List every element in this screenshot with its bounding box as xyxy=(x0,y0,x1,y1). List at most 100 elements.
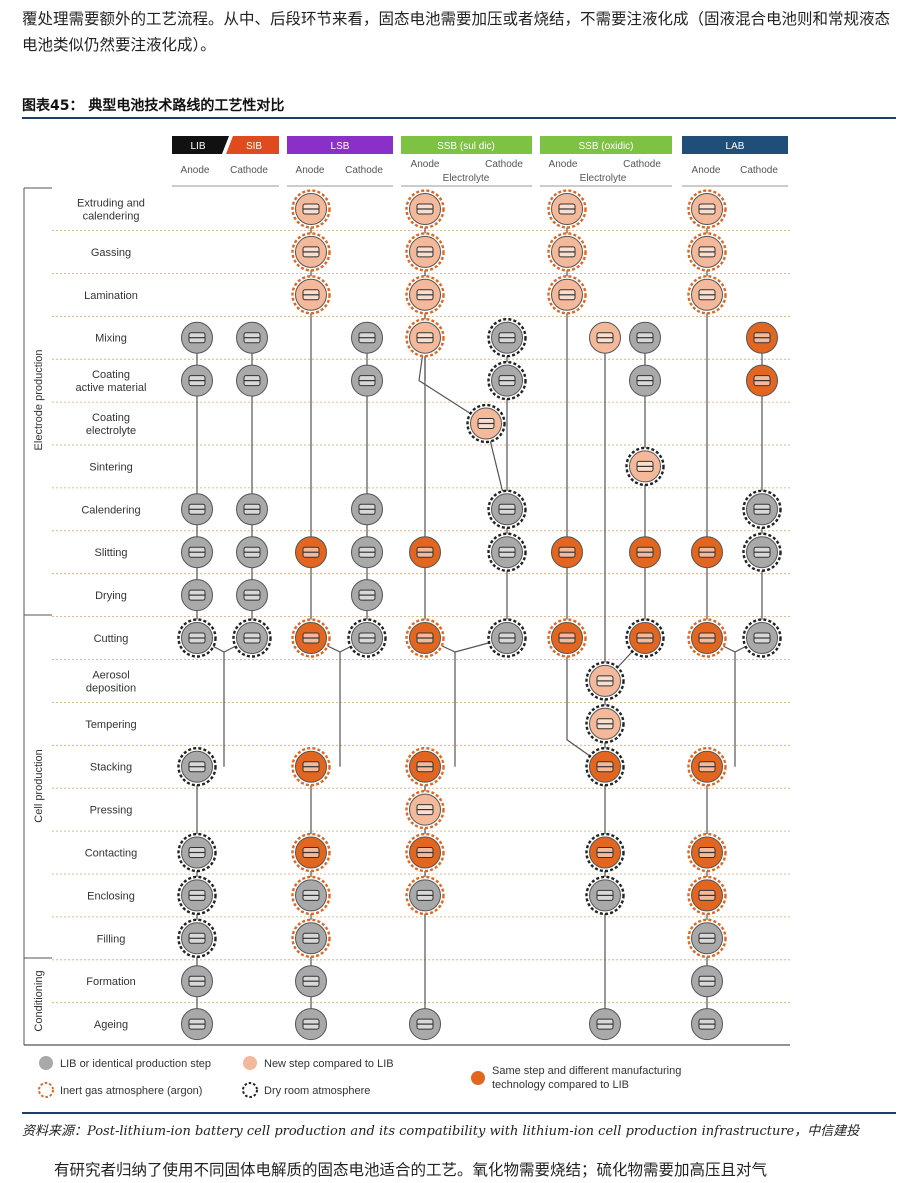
process-node-icon xyxy=(585,747,625,787)
process-node-icon xyxy=(232,618,272,658)
ssb-sul-anode-label: Anode xyxy=(411,159,440,170)
process-node-icon xyxy=(687,875,727,916)
process-node-icon xyxy=(405,747,445,787)
process-node-icon xyxy=(405,618,445,658)
ssb-ox-header-label: SSB (oxidic) xyxy=(578,141,633,152)
process-node-icon xyxy=(589,1008,621,1041)
process-node-icon xyxy=(177,918,217,958)
step-label: electrolyte xyxy=(86,425,136,437)
section-conditioning-label: Conditioning xyxy=(33,970,45,1031)
process-node-icon xyxy=(291,618,331,658)
process-node-icon xyxy=(585,875,625,916)
process-node-icon xyxy=(177,832,217,873)
process-node-icon xyxy=(487,360,527,401)
step-label: Coating xyxy=(92,369,130,381)
process-node-icon xyxy=(629,364,661,397)
process-node-icon xyxy=(291,875,331,916)
step-label: Stacking xyxy=(90,762,132,774)
section-cell-label: Cell production xyxy=(33,749,45,822)
process-node-icon xyxy=(625,618,665,658)
process-node-icon xyxy=(687,275,727,315)
legend-orange-label-2: technology compared to LIB xyxy=(492,1079,629,1091)
process-node-icon xyxy=(487,532,527,572)
lsb-header-label: LSB xyxy=(331,141,350,152)
step-label: Filling xyxy=(97,933,126,945)
process-node-icon xyxy=(629,321,661,354)
process-node-icon xyxy=(405,232,445,272)
process-nodes xyxy=(177,189,782,1041)
step-label: Ageing xyxy=(94,1019,128,1031)
process-node-icon xyxy=(487,489,527,529)
step-label: Calendering xyxy=(81,504,140,516)
process-node-icon xyxy=(742,489,782,529)
ssb-sul-cathode-label: Cathode xyxy=(485,159,523,170)
lib-header-label: LIB xyxy=(190,141,205,152)
lab-cathode-label: Cathode xyxy=(740,165,778,176)
process-node-icon xyxy=(295,536,327,569)
process-node-icon xyxy=(291,189,331,229)
step-label: active material xyxy=(76,382,147,394)
process-node-icon xyxy=(291,747,331,787)
process-node-icon xyxy=(181,536,213,569)
legend-dry-label: Dry room atmosphere xyxy=(264,1085,370,1097)
process-node-icon xyxy=(295,1008,327,1041)
step-label: Pressing xyxy=(90,805,133,817)
sib-header-label: SIB xyxy=(246,141,262,152)
step-label: Drying xyxy=(95,590,127,602)
legend-orange-swatch xyxy=(471,1071,485,1085)
process-node-icon xyxy=(181,321,213,354)
process-node-icon xyxy=(547,618,587,658)
process-node-icon xyxy=(409,1008,441,1041)
process-node-icon xyxy=(405,189,445,229)
closing-paragraph: 有研究者归纳了使用不同固体电解质的固态电池适合的工艺。氧化物需要烧结；硫化物需要… xyxy=(54,1161,768,1179)
process-node-icon xyxy=(742,618,782,658)
process-node-icon xyxy=(487,318,527,358)
process-node-icon xyxy=(351,364,383,397)
row-separators xyxy=(52,230,790,1004)
process-node-icon xyxy=(547,189,587,229)
process-node-icon xyxy=(405,875,445,916)
process-node-icon xyxy=(177,618,217,658)
lib-cathode-label: Cathode xyxy=(230,165,268,176)
lab-anode-label: Anode xyxy=(692,165,721,176)
process-node-icon xyxy=(351,536,383,569)
sub-headers: Anode Cathode Anode Cathode Anode Cathod… xyxy=(172,159,788,187)
lsb-header-bar xyxy=(287,136,393,154)
process-node-icon xyxy=(487,618,527,658)
ssb-sul-header-label: SSB (sul dic) xyxy=(437,141,495,152)
source-note: 资料来源：Post-lithium-ion battery cell produ… xyxy=(22,1124,860,1139)
legend-peach-swatch xyxy=(243,1056,257,1070)
step-label: Lamination xyxy=(84,290,138,302)
column-headers: LIB SIB LSB SSB (sul dic) SSB (oxidic) L… xyxy=(172,136,788,154)
lib-header-bar xyxy=(172,136,229,154)
ssb-ox-electrolyte-label: Electrolyte xyxy=(580,173,627,184)
process-node-icon xyxy=(295,965,327,998)
step-label: Extruding and xyxy=(77,198,145,210)
step-label: Gassing xyxy=(91,247,131,259)
legend-orange-label-1: Same step and different manufacturing xyxy=(492,1065,681,1077)
process-node-icon xyxy=(691,536,723,569)
process-node-icon xyxy=(236,493,268,526)
process-node-icon xyxy=(405,318,445,358)
process-node-icon xyxy=(181,493,213,526)
process-node-icon xyxy=(405,275,445,315)
step-label: Slitting xyxy=(94,547,127,559)
process-node-icon xyxy=(405,832,445,873)
process-node-icon xyxy=(181,579,213,612)
process-node-icon xyxy=(351,579,383,612)
lab-header-bar xyxy=(682,136,788,154)
process-node-icon xyxy=(746,321,778,354)
legend-dry-swatch xyxy=(242,1082,258,1098)
step-label: calendering xyxy=(83,211,140,223)
step-label: Sintering xyxy=(89,461,132,473)
process-node-icon xyxy=(589,321,621,354)
process-node-icon xyxy=(585,704,625,744)
step-label: Mixing xyxy=(95,333,127,345)
process-node-icon xyxy=(691,965,723,998)
process-node-icon xyxy=(236,364,268,397)
process-node-icon xyxy=(181,364,213,397)
step-label: Coating xyxy=(92,412,130,424)
step-label: Aerosol xyxy=(92,669,129,681)
title-rule xyxy=(22,117,896,119)
process-node-icon xyxy=(629,536,661,569)
